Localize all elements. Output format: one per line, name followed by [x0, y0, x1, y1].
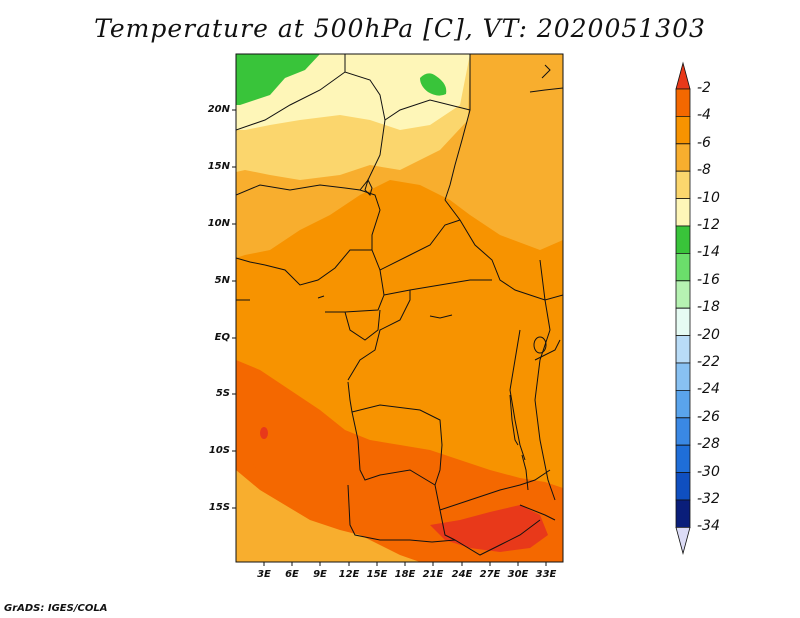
lon-label-27e: 27E [479, 569, 501, 580]
colorbar-swatch [675, 527, 691, 555]
colorbar-swatch [675, 335, 691, 364]
lat-label-10s: 10S [208, 445, 230, 456]
colorbar-label: -10 [697, 189, 720, 206]
colorbar-swatch [675, 143, 691, 172]
lat-label-eq: EQ [214, 332, 230, 343]
colorbar-label: -28 [697, 436, 720, 453]
colorbar-label: -32 [697, 491, 720, 507]
lon-label-12e: 12E [338, 569, 360, 580]
lat-label-20n: 20N [207, 104, 230, 115]
field-green-east [420, 73, 447, 96]
colorbar-label: -34 [697, 518, 720, 535]
colorbar-swatch [675, 225, 691, 254]
lat-label-10n: 10N [207, 218, 230, 229]
colorbar-label: -6 [697, 134, 711, 151]
country-borders [236, 54, 563, 562]
axis-ticks [232, 109, 547, 566]
lon-label-33e: 33E [535, 569, 557, 580]
temperature-field [236, 54, 563, 562]
colorbar-label: -26 [697, 408, 720, 425]
field-red-south [430, 505, 548, 552]
field-green-west [236, 54, 320, 105]
colorbar-swatch [675, 417, 691, 446]
lakes [317, 64, 551, 491]
colorbar-swatch [675, 170, 691, 200]
field-ne-light [470, 54, 563, 100]
credit-text: GrADS: IGES/COLA [4, 603, 108, 614]
lat-label-5n: 5N [214, 275, 230, 286]
lon-label-21e: 21E [422, 569, 444, 580]
lon-label-30e: 30E [507, 569, 529, 580]
colorbar-label: -12 [697, 217, 720, 233]
lat-label-5s: 5S [215, 388, 230, 399]
lon-label-24e: 24E [451, 569, 473, 580]
colorbar-label: -4 [697, 107, 711, 124]
colorbar-swatch [675, 252, 691, 282]
colorbar-swatch [675, 198, 691, 227]
colorbar-label: -30 [697, 463, 720, 480]
colorbar-label: -22 [697, 354, 720, 370]
field-red-spot [260, 427, 268, 439]
lat-label-15n: 15N [207, 161, 230, 172]
colorbar-label: -20 [697, 326, 720, 343]
chart-title: Temperature at 500hPa [C], VT: 202005130… [94, 14, 706, 43]
field-light-south-west [236, 470, 420, 562]
lon-label-3e: 3E [257, 569, 271, 580]
colorbar-swatch [675, 61, 691, 90]
colorbar-swatch [675, 444, 691, 474]
colorbar-swatch [675, 116, 691, 145]
lat-label-15s: 15S [208, 502, 230, 513]
colorbar-label: -24 [697, 381, 720, 398]
map-frame [235, 53, 564, 563]
lon-label-9e: 9E [313, 569, 327, 580]
colorbar [675, 61, 691, 555]
colorbar-label: -2 [697, 80, 711, 96]
field-deep-orange-west [236, 362, 350, 530]
lon-label-15e: 15E [366, 569, 388, 580]
colorbar-swatch [675, 389, 691, 419]
colorbar-label: -8 [697, 162, 711, 179]
colorbar-swatch [675, 472, 691, 501]
lon-label-6e: 6E [285, 569, 299, 580]
colorbar-label: -16 [697, 271, 720, 288]
lon-label-18e: 18E [394, 569, 416, 580]
colorbar-label: -18 [697, 299, 720, 316]
colorbar-swatch [675, 88, 691, 117]
colorbar-swatch [675, 499, 691, 528]
colorbar-swatch [675, 280, 691, 309]
colorbar-swatch [675, 307, 691, 337]
colorbar-swatch [675, 362, 691, 391]
colorbar-label: -14 [697, 244, 720, 261]
